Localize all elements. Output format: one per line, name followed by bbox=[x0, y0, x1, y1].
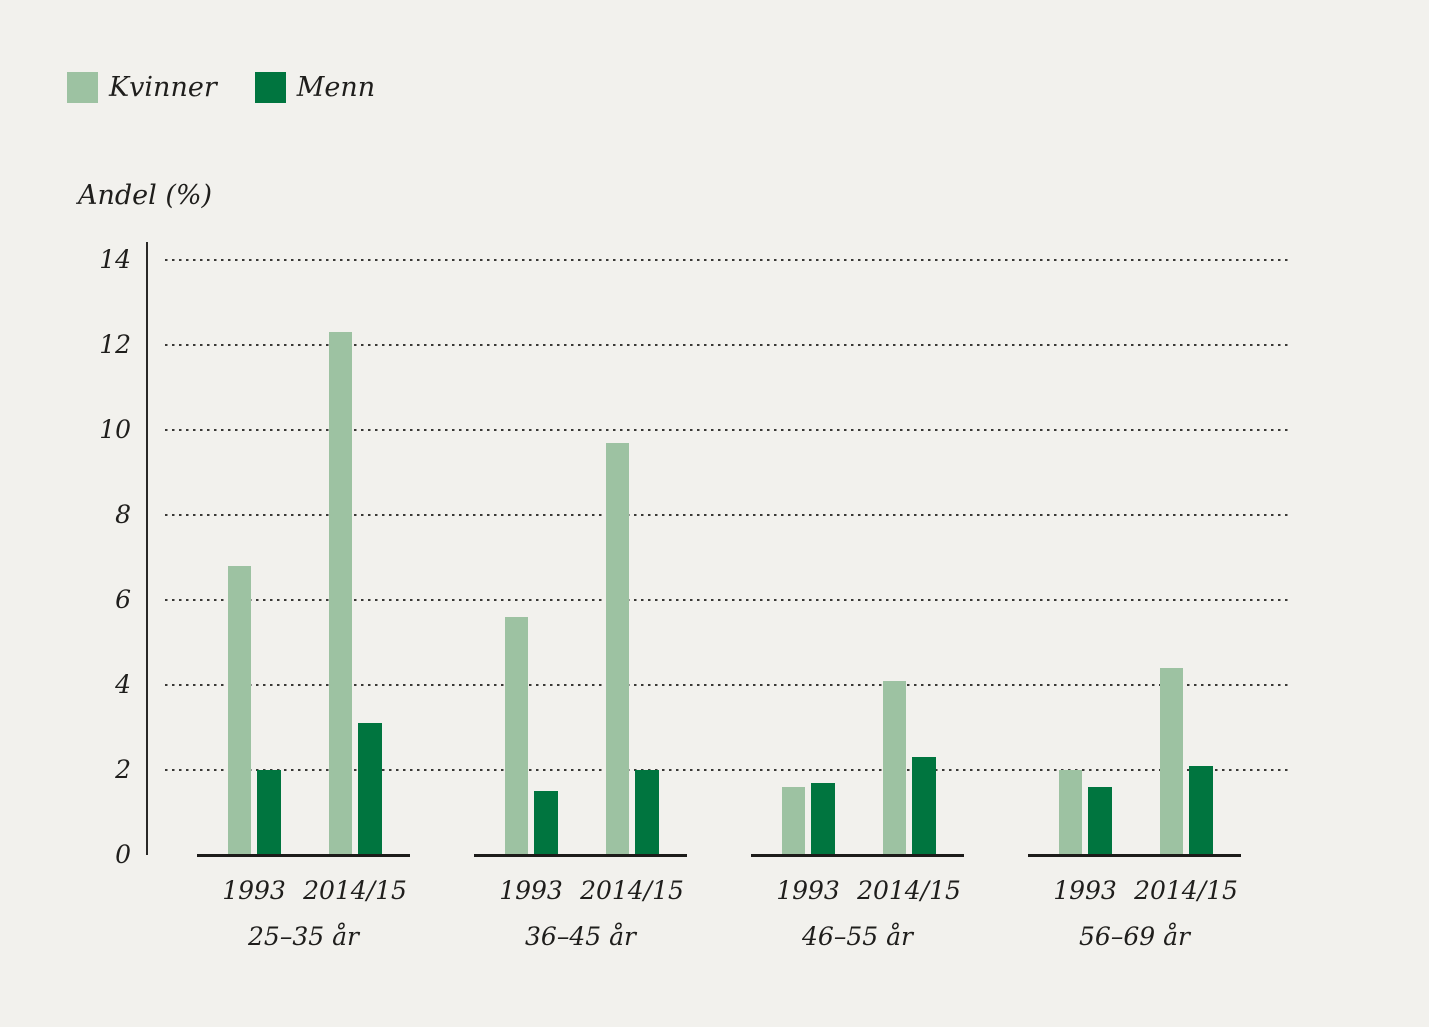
x-axis-segment bbox=[751, 854, 964, 857]
legend-label-menn: Menn bbox=[296, 72, 376, 103]
y-tick-label-14: 14 bbox=[99, 245, 131, 274]
legend-item-kvinner: Kvinner bbox=[67, 72, 217, 103]
x-axis-segment bbox=[197, 854, 410, 857]
x-tick-label-1993: 1993 bbox=[499, 876, 563, 905]
bar-menn-1993 bbox=[257, 770, 281, 855]
x-tick-label-2014-15: 2014/15 bbox=[857, 876, 961, 905]
legend-item-menn: Menn bbox=[254, 72, 376, 103]
gridline-8 bbox=[165, 513, 1292, 517]
bar-menn-1993 bbox=[1088, 787, 1112, 855]
group-label: 36–45 år bbox=[525, 922, 636, 951]
y-tick-label-0: 0 bbox=[115, 840, 131, 869]
y-tick-label-4: 4 bbox=[115, 670, 131, 699]
bar-menn-1993 bbox=[534, 791, 558, 855]
gridline-2 bbox=[165, 768, 1292, 772]
bar-menn-2014-15 bbox=[912, 757, 936, 855]
x-tick-label-1993: 1993 bbox=[1053, 876, 1117, 905]
x-tick-label-1993: 1993 bbox=[776, 876, 840, 905]
y-tick-label-8: 8 bbox=[115, 500, 131, 529]
bar-menn-2014-15 bbox=[635, 770, 659, 855]
y-tick-label-2: 2 bbox=[115, 755, 131, 784]
bar-kvinner-1993 bbox=[227, 566, 251, 855]
group-label: 56–69 år bbox=[1079, 922, 1190, 951]
gridline-10 bbox=[165, 428, 1292, 432]
x-axis-segment bbox=[1028, 854, 1241, 857]
gridline-4 bbox=[165, 683, 1292, 687]
group-label: 46–55 år bbox=[802, 922, 913, 951]
x-axis-segment bbox=[474, 854, 687, 857]
bar-kvinner-1993 bbox=[1058, 770, 1082, 855]
kvinner-swatch-icon bbox=[67, 72, 98, 103]
bar-kvinner-2014-15 bbox=[605, 442, 629, 855]
y-axis-line bbox=[145, 242, 148, 855]
bar-menn-2014-15 bbox=[1189, 765, 1213, 855]
x-tick-label-1993: 1993 bbox=[222, 876, 286, 905]
y-tick-label-10: 10 bbox=[99, 415, 131, 444]
bar-kvinner-1993 bbox=[504, 617, 528, 855]
x-tick-label-2014-15: 2014/15 bbox=[1134, 876, 1238, 905]
bar-kvinner-2014-15 bbox=[882, 680, 906, 855]
y-axis-title: Andel (%) bbox=[78, 180, 213, 211]
bar-menn-1993 bbox=[811, 782, 835, 855]
menn-swatch-icon bbox=[254, 72, 286, 103]
bar-kvinner-1993 bbox=[781, 787, 805, 855]
chart-legend: Kvinner Menn bbox=[67, 72, 375, 103]
bar-menn-2014-15 bbox=[358, 723, 382, 855]
x-tick-label-2014-15: 2014/15 bbox=[580, 876, 684, 905]
gridline-6 bbox=[165, 598, 1292, 602]
gridline-14 bbox=[165, 258, 1292, 262]
bar-kvinner-2014-15 bbox=[328, 332, 352, 855]
bar-kvinner-2014-15 bbox=[1159, 668, 1183, 855]
x-tick-label-2014-15: 2014/15 bbox=[303, 876, 407, 905]
y-tick-label-12: 12 bbox=[99, 330, 131, 359]
gridline-12 bbox=[165, 343, 1292, 347]
group-label: 25–35 år bbox=[248, 922, 359, 951]
y-tick-label-6: 6 bbox=[115, 585, 131, 614]
legend-label-kvinner: Kvinner bbox=[109, 72, 217, 103]
